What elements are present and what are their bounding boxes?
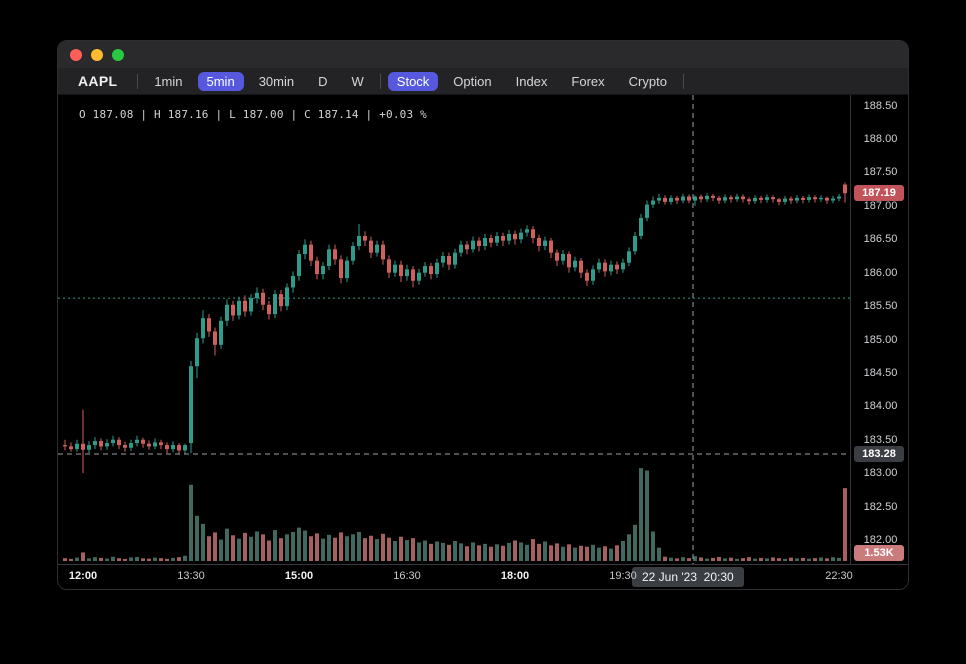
minimize-button-icon[interactable] xyxy=(91,48,103,61)
price-axis-tick: 182.50 xyxy=(863,500,898,513)
price-axis-tick: 184.00 xyxy=(863,400,898,413)
toolbar-divider xyxy=(137,73,139,89)
timeframe-button-week[interactable]: W xyxy=(343,72,373,91)
timeframe-group: 1min 5min 30min D W xyxy=(142,71,375,91)
time-axis-tick: 22:30 xyxy=(825,570,853,582)
price-axis-tick: 184.50 xyxy=(863,366,898,379)
close-button-icon[interactable] xyxy=(70,48,82,61)
time-axis-tick: 15:00 xyxy=(284,570,314,582)
price-axis-tick: 187.00 xyxy=(863,199,898,212)
crosshair-time-badge: 22 Jun '23 20:30 xyxy=(632,567,744,587)
timeframe-button-5min[interactable]: 5min xyxy=(197,71,244,91)
price-axis-tick: 185.00 xyxy=(863,333,898,346)
chart-plot[interactable]: O 187.08 | H 187.16 | L 187.00 | C 187.1… xyxy=(58,95,850,564)
market-tab-forex[interactable]: Forex xyxy=(562,72,613,91)
price-axis-tick: 188.50 xyxy=(863,99,898,112)
time-axis-tick: 12:00 xyxy=(68,570,98,582)
time-axis-tick: 16:30 xyxy=(393,570,421,582)
ohlc-legend: O 187.08 | H 187.16 | L 187.00 | C 187.1… xyxy=(79,108,427,121)
volume-badge: 1.53K xyxy=(854,545,904,561)
price-axis-tick: 182.00 xyxy=(863,533,898,546)
toolbar-divider xyxy=(379,73,381,89)
price-axis-tick: 187.50 xyxy=(863,166,898,179)
last-price-badge: 187.19 xyxy=(854,185,904,202)
time-axis-tick: 19:30 xyxy=(609,570,637,582)
market-tab-option[interactable]: Option xyxy=(444,72,500,91)
market-tab-index[interactable]: Index xyxy=(507,72,557,91)
crosshair-price-badge: 183.28 xyxy=(854,446,904,462)
chart-region: O 187.08 | H 187.16 | L 187.00 | C 187.1… xyxy=(58,95,908,589)
candlestick-chart[interactable] xyxy=(58,95,850,564)
candles-layer xyxy=(63,182,847,474)
time-axis-tick: 13:30 xyxy=(177,570,205,582)
price-axis-tick: 185.50 xyxy=(863,300,898,313)
timeframe-button-30min[interactable]: 30min xyxy=(250,72,303,91)
time-axis-tick: 18:00 xyxy=(500,570,530,582)
price-axis-tick: 186.50 xyxy=(863,233,898,246)
timeframe-button-day[interactable]: D xyxy=(309,72,336,91)
price-axis-tick: 186.00 xyxy=(863,266,898,279)
price-axis-tick: 183.50 xyxy=(863,433,898,446)
toolbar: AAPL 1min 5min 30min D W Stock Option In… xyxy=(58,68,908,95)
window-titlebar[interactable] xyxy=(58,41,908,68)
price-axis-tick: 183.00 xyxy=(863,467,898,480)
app-window: AAPL 1min 5min 30min D W Stock Option In… xyxy=(57,40,909,590)
price-axis[interactable]: 187.19 183.28 1.53K 188.50 188.00 187.50 18… xyxy=(850,95,908,564)
market-tab-crypto[interactable]: Crypto xyxy=(620,72,676,91)
time-axis[interactable]: 22 Jun '23 20:30 12:00 13:30 15:00 16:30 18:… xyxy=(58,564,908,589)
symbol-label: AAPL xyxy=(78,73,118,89)
market-tab-stock[interactable]: Stock xyxy=(387,71,439,91)
toolbar-divider xyxy=(682,73,684,89)
timeframe-button-1min[interactable]: 1min xyxy=(145,72,191,91)
zoom-button-icon[interactable] xyxy=(112,48,124,61)
price-axis-tick: 188.00 xyxy=(863,133,898,146)
market-group: Stock Option Index Forex Crypto xyxy=(385,71,679,91)
volume-bars-layer xyxy=(63,468,847,561)
